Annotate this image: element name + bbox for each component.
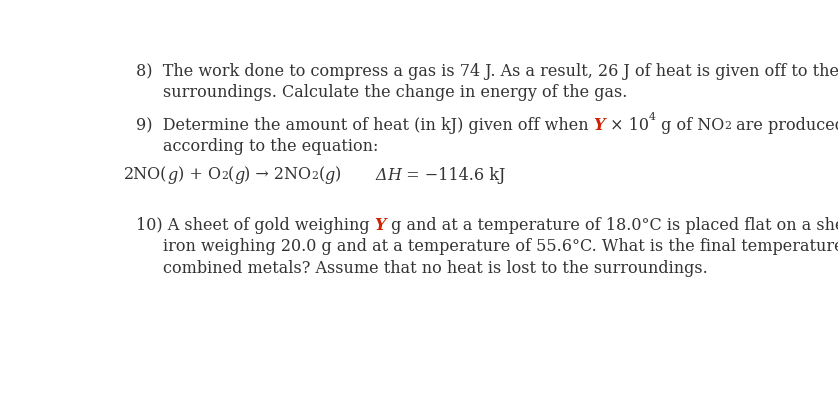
Text: × 10: × 10	[605, 117, 649, 134]
Text: g of NO: g of NO	[656, 117, 724, 134]
Text: 2: 2	[311, 171, 318, 181]
Text: according to the equation:: according to the equation:	[163, 138, 378, 155]
Text: 10) A sheet of gold weighing: 10) A sheet of gold weighing	[136, 217, 375, 234]
Text: 9)  Determine the amount of heat (in kJ) given off when: 9) Determine the amount of heat (in kJ) …	[136, 117, 593, 134]
Text: g: g	[234, 167, 244, 184]
Text: 2NO(: 2NO(	[124, 167, 168, 184]
Text: 2: 2	[220, 171, 228, 181]
Text: ) → 2NO: ) → 2NO	[244, 167, 311, 184]
Text: = −114.6 kJ: = −114.6 kJ	[401, 167, 506, 184]
Text: (: (	[318, 167, 324, 184]
Text: Y: Y	[375, 217, 385, 234]
Text: surroundings. Calculate the change in energy of the gas.: surroundings. Calculate the change in en…	[163, 84, 628, 101]
Text: g and at a temperature of 18.0°C is placed flat on a sheet of: g and at a temperature of 18.0°C is plac…	[385, 217, 838, 234]
Text: H: H	[387, 167, 401, 184]
Text: Y: Y	[593, 117, 605, 134]
Text: (: (	[228, 167, 234, 184]
Text: iron weighing 20.0 g and at a temperature of 55.6°C. What is the final temperatu: iron weighing 20.0 g and at a temperatur…	[163, 238, 838, 255]
Text: g: g	[324, 167, 334, 184]
Text: Δ: Δ	[376, 167, 387, 184]
Text: 8)  The work done to compress a gas is 74 J. As a result, 26 J of heat is given : 8) The work done to compress a gas is 74…	[136, 63, 838, 80]
Text: 2: 2	[724, 121, 731, 131]
Text: 4: 4	[649, 112, 656, 122]
Text: g: g	[168, 167, 178, 184]
Text: combined metals? Assume that no heat is lost to the surroundings.: combined metals? Assume that no heat is …	[163, 260, 707, 277]
Text: ) + O: ) + O	[178, 167, 220, 184]
Text: ): )	[334, 167, 341, 184]
Text: are produced: are produced	[731, 117, 838, 134]
